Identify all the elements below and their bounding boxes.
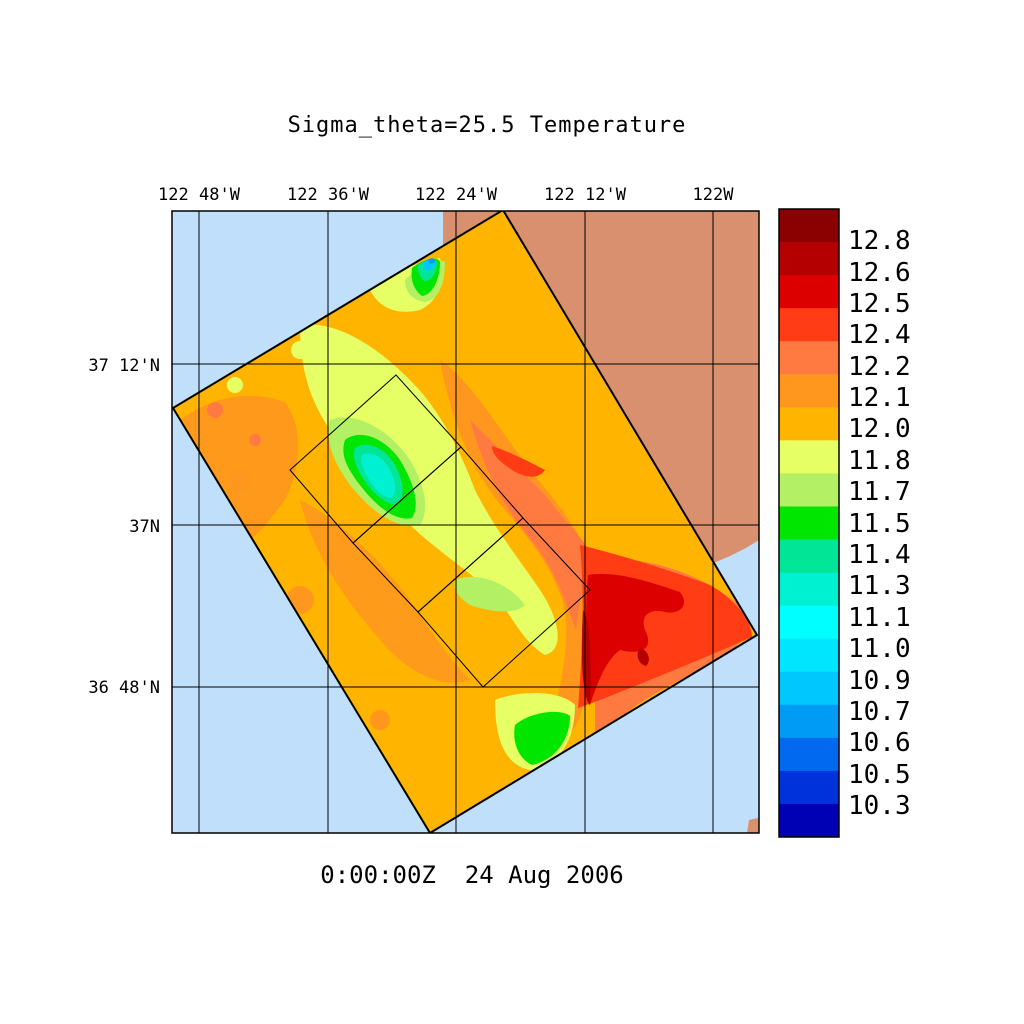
colorbar-label: 11.4	[848, 540, 911, 570]
colorbar-swatch	[779, 341, 839, 375]
colorbar-label: 11.1	[848, 603, 911, 633]
contour-12.1-eddy	[370, 710, 390, 730]
contour-10.7-north	[428, 258, 435, 264]
sampling-box-southeast	[417, 517, 591, 688]
colorbar-swatch	[779, 275, 839, 309]
contour-11.5-south	[514, 711, 570, 765]
colorbar-swatch	[779, 704, 839, 739]
lat-label: 37N	[129, 517, 160, 537]
colorbar-label: 10.7	[848, 697, 911, 727]
colorbar-label: 12.2	[848, 352, 911, 382]
colorbar-swatches	[779, 209, 839, 838]
contour-12.1-eddy	[228, 468, 252, 492]
colorbar: 12.8 12.6 12.5 12.4 12.2 12.1 12.0 11.8 …	[778, 208, 911, 838]
lon-label: 122 12'W	[544, 185, 627, 205]
colorbar-frame	[778, 208, 840, 838]
lon-label: 122W	[693, 185, 735, 205]
colorbar-label: 10.5	[848, 760, 911, 790]
contour-11.3-inner	[361, 453, 396, 498]
colorbar-label: 10.6	[848, 728, 911, 758]
lat-label: 37 12'N	[88, 356, 160, 376]
contour-11.8-band	[300, 324, 558, 655]
colorbar-labels: 12.8 12.6 12.5 12.4 12.2 12.1 12.0 11.8 …	[848, 226, 911, 821]
lon-label: 122 24'W	[415, 185, 498, 205]
colorbar-swatch	[779, 671, 839, 706]
contour-11.8-eddy	[291, 341, 309, 359]
colorbar-label: 12.5	[848, 289, 911, 319]
contour-12.1-coast	[440, 360, 590, 740]
colorbar-label: 12.0	[848, 414, 911, 444]
timestamp: 0:00:00Z 24 Aug 2006	[320, 861, 623, 889]
colorbar-label: 11.8	[848, 446, 911, 476]
contour-12.1-center	[300, 500, 470, 683]
lon-label: 122 36'W	[287, 185, 370, 205]
lon-label: 122 48'W	[158, 185, 241, 205]
colorbar-swatch	[779, 803, 839, 838]
colorbar-swatch	[779, 539, 839, 574]
contour-12.2-eddy	[249, 434, 261, 446]
map-frame	[171, 210, 760, 834]
contour-11.8-eddy	[227, 377, 243, 393]
colorbar-label: 10.3	[848, 791, 911, 821]
colorbar-label: 11.0	[848, 634, 911, 664]
contour-12.6-core	[581, 610, 591, 705]
colorbar-swatch	[779, 638, 839, 673]
colorbar-label: 12.4	[848, 320, 911, 350]
lat-label: 36 48'N	[88, 678, 160, 698]
contour-11.7-center	[454, 576, 525, 612]
model-domain-outline	[172, 211, 759, 833]
colorbar-swatch	[779, 605, 839, 640]
coastline-land-fragment	[747, 818, 759, 833]
colorbar-swatch	[779, 770, 839, 805]
colorbar-label: 12.1	[848, 383, 911, 413]
colorbar-label: 10.9	[848, 666, 911, 696]
latitude-labels: 37 12'N 37N 36 48'N	[88, 356, 160, 698]
colorbar-swatch	[779, 440, 839, 474]
colorbar-swatch	[779, 374, 839, 408]
contour-12.5-core	[585, 573, 685, 705]
contour-12.4-north	[492, 446, 545, 477]
colorbar-label: 11.7	[848, 477, 911, 507]
colorbar-swatch	[779, 473, 839, 507]
colorbar-label: 11.5	[848, 509, 911, 539]
colorbar-swatch	[779, 242, 839, 276]
colorbar-swatch	[779, 506, 839, 541]
colorbar-label: 12.8	[848, 226, 911, 256]
colorbar-label: 12.6	[848, 258, 911, 288]
contour-12.6-spot	[637, 648, 649, 666]
graticule	[172, 211, 759, 833]
map-panel	[172, 211, 759, 833]
colorbar-swatch	[779, 737, 839, 772]
longitude-labels: 122 48'W 122 36'W 122 24'W 122 12'W 122W	[158, 185, 734, 205]
colorbar-swatch	[779, 407, 839, 441]
colorbar-label: 11.3	[848, 571, 911, 601]
colorbar-swatch	[779, 308, 839, 342]
colorbar-swatch	[779, 572, 839, 607]
contour-12.2-eddy	[207, 402, 223, 418]
colorbar-swatch	[779, 209, 839, 243]
map-title: Sigma_theta=25.5 Temperature	[288, 113, 687, 138]
